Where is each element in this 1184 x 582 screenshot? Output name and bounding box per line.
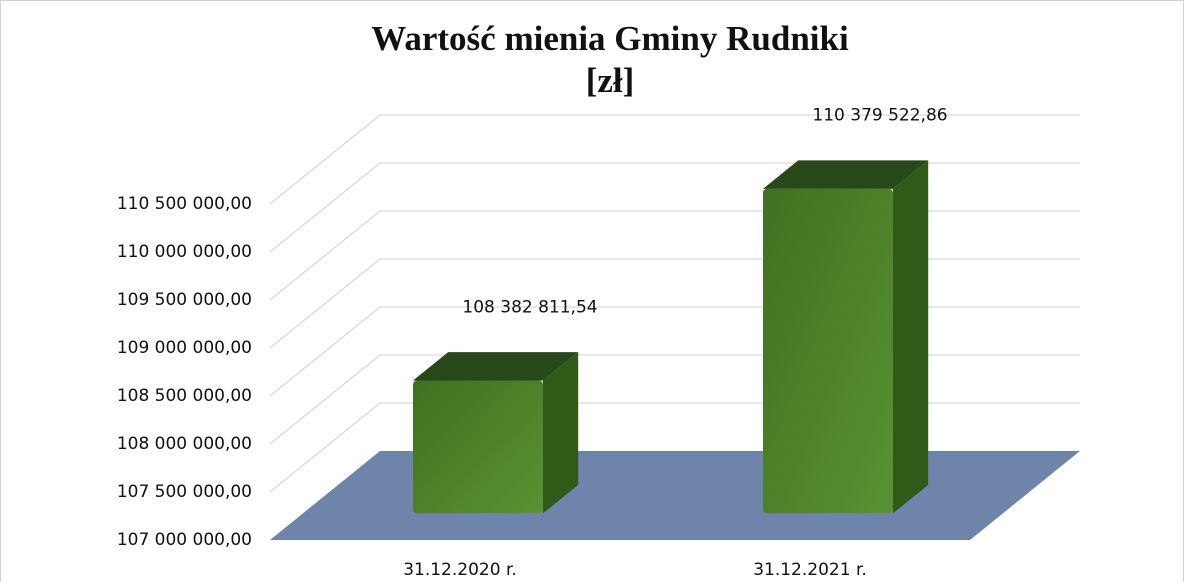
floor bbox=[270, 451, 1080, 540]
y-tick-label: 107 500 000,00 bbox=[117, 482, 252, 502]
chart-subtitle: [zł] bbox=[586, 61, 635, 100]
value-label: 110 379 522,86 bbox=[812, 106, 947, 126]
y-tick-label: 110 000 000,00 bbox=[117, 242, 252, 262]
bar-top bbox=[413, 352, 579, 381]
grid-line bbox=[269, 306, 1080, 397]
bar-top bbox=[763, 160, 929, 189]
y-tick-label: 109 500 000,00 bbox=[117, 290, 252, 310]
y-tick-label: 108 500 000,00 bbox=[117, 386, 252, 406]
y-tick-label: 109 000 000,00 bbox=[117, 338, 252, 358]
chart-title: Wartość mienia Gminy Rudniki bbox=[371, 19, 849, 58]
grid-line bbox=[269, 114, 1080, 205]
bar bbox=[763, 188, 893, 514]
grid-line bbox=[269, 210, 1080, 301]
x-tick-label: 31.12.2021 r. bbox=[753, 560, 867, 580]
bar-side bbox=[543, 352, 579, 514]
grid-line bbox=[269, 258, 1080, 349]
grid-line bbox=[269, 354, 1080, 445]
y-tick-label: 107 000 000,00 bbox=[117, 530, 252, 550]
bar bbox=[413, 380, 543, 514]
y-tick-label: 110 500 000,00 bbox=[117, 194, 252, 214]
x-tick-label: 31.12.2020 r. bbox=[403, 560, 517, 580]
bar-side bbox=[893, 160, 929, 514]
grid-line bbox=[269, 162, 1080, 253]
y-tick-label: 108 000 000,00 bbox=[117, 434, 252, 454]
value-label: 108 382 811,54 bbox=[462, 297, 597, 317]
